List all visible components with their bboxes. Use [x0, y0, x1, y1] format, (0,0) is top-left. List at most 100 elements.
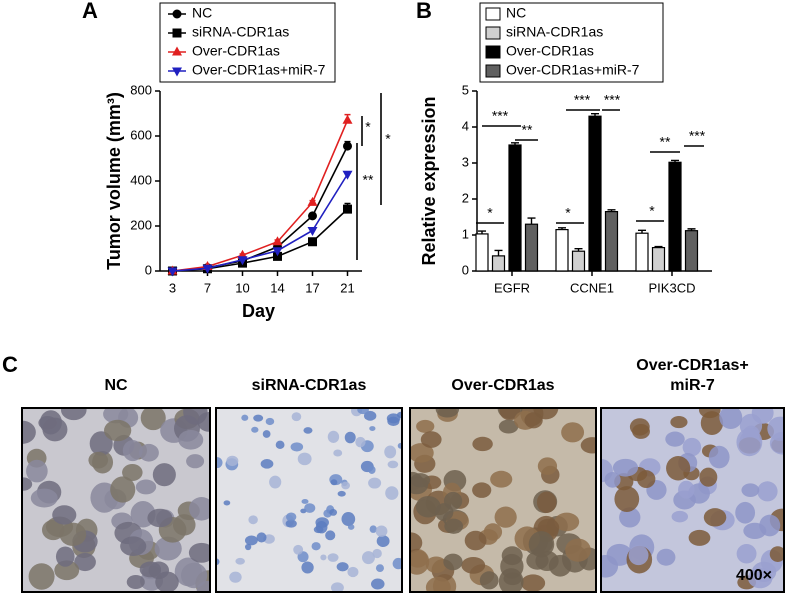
bar	[651, 247, 666, 272]
nucleus	[670, 416, 688, 429]
series-line	[172, 119, 349, 272]
nucleus	[138, 443, 159, 462]
nucleus	[28, 563, 55, 590]
nucleus	[741, 483, 760, 497]
panel-title: Over-CDR1as+	[636, 357, 749, 374]
x-tick-label: CCNE1	[570, 280, 614, 295]
nucleus	[767, 416, 784, 441]
nucleus	[357, 408, 369, 415]
nucleus	[443, 553, 463, 571]
y-axis-label: Tumor volume (mm³)	[104, 92, 124, 270]
nucleus	[41, 519, 65, 541]
nucleus	[363, 410, 377, 421]
nucleus	[371, 578, 385, 590]
nucleus	[135, 479, 157, 495]
nucleus	[619, 507, 641, 528]
nucleus	[42, 417, 68, 442]
data-point	[307, 227, 318, 236]
nucleus	[464, 530, 487, 551]
x-tick-label: 3	[169, 280, 176, 295]
nucleus	[444, 518, 464, 534]
significance-label: **	[522, 122, 533, 138]
nucleus	[604, 471, 621, 488]
significance-label: ***	[492, 108, 509, 124]
nucleus	[265, 417, 275, 426]
legend-label: NC	[192, 5, 212, 21]
nucleus	[147, 508, 173, 528]
legend-swatch	[485, 45, 501, 59]
nucleus	[368, 465, 376, 475]
x-tick-label: 10	[235, 280, 249, 295]
nucleus	[74, 552, 96, 572]
nucleus	[188, 542, 210, 563]
data-point	[273, 251, 282, 261]
nucleus	[536, 491, 557, 513]
micrograph	[410, 408, 596, 592]
significance-label: ***	[574, 92, 591, 108]
significance-label: ***	[689, 128, 706, 144]
x-axis-label: Day	[242, 301, 275, 321]
significance-label: *	[487, 205, 493, 221]
bar	[588, 115, 602, 272]
nucleus	[347, 566, 359, 578]
data-point	[272, 247, 283, 257]
data-point	[343, 204, 352, 214]
nucleus	[248, 515, 258, 525]
nucleus	[355, 436, 366, 448]
nucleus	[253, 414, 264, 422]
series-line	[172, 173, 349, 272]
nucleus	[435, 408, 460, 418]
legend-label: siRNA-CDR1as	[192, 24, 289, 40]
panel-title: siRNA-CDR1as	[252, 377, 367, 394]
nucleus	[410, 443, 434, 463]
significance-label: **	[363, 172, 374, 188]
nucleus	[22, 420, 36, 444]
nucleus	[344, 431, 356, 444]
panel-label: B	[416, 0, 432, 23]
nucleus	[290, 442, 304, 452]
nucleus	[103, 408, 129, 424]
nucleus	[759, 514, 781, 537]
nucleus	[415, 495, 441, 518]
bar	[571, 250, 586, 272]
nucleus	[528, 531, 555, 558]
nucleus	[479, 571, 499, 590]
nucleus	[362, 551, 375, 565]
nucleus	[375, 525, 388, 537]
nucleus	[420, 431, 442, 448]
nucleus	[301, 561, 314, 574]
nucleus	[703, 508, 727, 527]
significance-label: *	[365, 119, 371, 135]
nucleus	[226, 455, 239, 467]
nucleus	[601, 554, 619, 578]
nucleus	[155, 571, 179, 592]
nucleus	[22, 477, 33, 491]
nucleus	[396, 411, 402, 418]
nucleus	[120, 536, 147, 557]
nucleus	[315, 521, 328, 534]
nucleus	[498, 568, 524, 592]
nucleus	[285, 519, 297, 528]
x-tick-label: PIK3CD	[649, 280, 696, 295]
nucleus	[60, 408, 87, 421]
legend-swatch	[485, 7, 501, 21]
nucleus	[736, 428, 763, 457]
significance-label: ***	[604, 92, 621, 108]
nucleus	[152, 463, 176, 487]
nucleus	[612, 458, 639, 477]
x-tick-label: 14	[270, 280, 284, 295]
panel-title: NC	[104, 377, 128, 394]
nucleus	[565, 538, 591, 562]
nucleus	[186, 454, 205, 469]
y-tick-label: 800	[130, 82, 152, 97]
error-bar	[494, 249, 503, 256]
data-point	[272, 236, 283, 246]
nucleus	[311, 542, 321, 551]
nucleus	[769, 546, 784, 562]
bar	[524, 223, 539, 272]
bar	[604, 211, 619, 272]
nucleus	[397, 442, 402, 449]
data-point	[308, 237, 317, 247]
bar	[508, 144, 522, 272]
